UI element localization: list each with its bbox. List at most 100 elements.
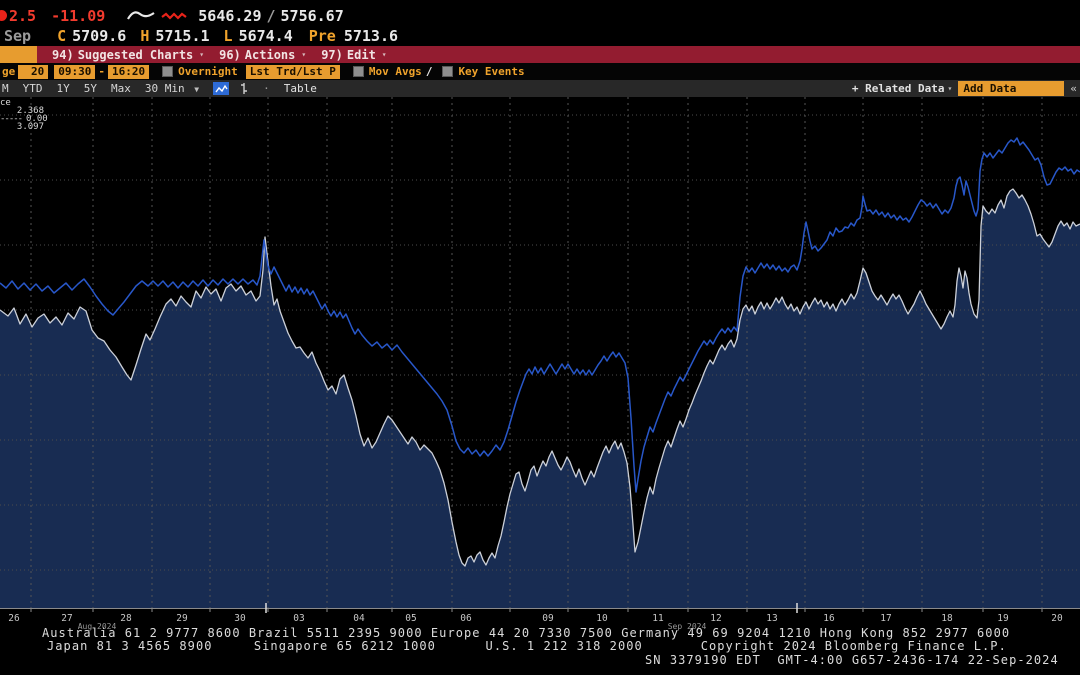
chevron-down-icon: ▾ xyxy=(301,50,307,59)
legend-row-label: ce xyxy=(0,98,44,108)
svg-text:27: 27 xyxy=(61,613,72,624)
svg-text:12: 12 xyxy=(710,613,721,624)
svg-text:19: 19 xyxy=(997,613,1009,624)
menu-edit[interactable]: 97) Edit ▾ xyxy=(321,48,386,62)
x-axis-day-labels: 26 27 28 29 30 03 04 05 06 09 10 11 12 13 16 17 18 19 20 xyxy=(8,613,1063,624)
quote-header: 2.5 -11.09 5646.29 / 5756.67 xyxy=(0,5,344,26)
overnight-checkbox[interactable] xyxy=(162,66,174,77)
period-5y[interactable]: 5Y xyxy=(83,82,97,95)
last-price-fragment: 2.5 xyxy=(9,6,37,25)
open-label: C xyxy=(57,26,67,45)
menu-key: 94) xyxy=(52,47,74,62)
trend-white-icon xyxy=(127,9,155,22)
svg-text:10: 10 xyxy=(596,613,608,624)
key-events-checkbox[interactable] xyxy=(442,66,454,77)
svg-text:28: 28 xyxy=(120,613,132,624)
period-max[interactable]: Max xyxy=(111,82,131,95)
menu-actions[interactable]: 96) Actions ▾ xyxy=(219,48,306,62)
ohlc-row: Sep C 5709.6 H 5715.1 L 5674.4 Pre 5713.… xyxy=(0,26,398,45)
range-low: 5646.29 xyxy=(198,6,262,25)
candlestick-mode-button[interactable] xyxy=(239,82,249,95)
table-button[interactable]: Table xyxy=(283,82,317,95)
contract-month: Sep xyxy=(4,26,32,45)
menu-bar: 94) Suggested Charts ▾ 96) Actions ▾ 97)… xyxy=(0,46,1080,63)
footer-phones-line1: Australia 61 2 9777 8600 Brazil 5511 239… xyxy=(42,626,1011,640)
open-value: 5709.6 xyxy=(72,26,127,45)
high-label: H xyxy=(140,26,150,45)
price-line-series xyxy=(0,188,1080,567)
menu-suggested-charts[interactable]: 94) Suggested Charts ▾ xyxy=(52,48,204,62)
svg-text:Aug 2024: Aug 2024 xyxy=(78,622,117,631)
chart-options-bar: ge 20 09:30 - 16:20 Overnight Lst Trd/Ls… xyxy=(0,63,1080,80)
prev-value: 5713.6 xyxy=(343,26,399,45)
net-change: -11.09 xyxy=(51,6,106,25)
price-area-fill xyxy=(0,189,1080,608)
period-ytd[interactable]: YTD xyxy=(22,82,43,95)
chevron-down-icon: ▾ xyxy=(199,50,205,59)
dashed-line-sample-icon: ----- xyxy=(0,115,23,123)
period-cut[interactable]: M xyxy=(2,82,9,95)
svg-text:26: 26 xyxy=(8,613,20,624)
candlestick-icon xyxy=(241,83,248,94)
x-axis xyxy=(0,603,1080,613)
svg-text:18: 18 xyxy=(941,613,953,624)
trend-red-icon xyxy=(161,10,189,21)
svg-text:09: 09 xyxy=(542,613,554,624)
overnight-label[interactable]: Overnight xyxy=(178,65,238,78)
key-events-label[interactable]: Key Events xyxy=(458,65,525,78)
svg-text:06: 06 xyxy=(460,613,472,624)
price-mode-select[interactable]: Lst Trd/Lst P xyxy=(245,64,340,79)
legend-row-2: ----- 0.00 xyxy=(0,114,48,124)
comparison-line-series xyxy=(0,137,1080,493)
range-input[interactable]: 20 xyxy=(18,64,49,79)
menu-label: Edit xyxy=(346,47,376,62)
svg-text:13: 13 xyxy=(766,613,777,624)
low-label: L xyxy=(223,26,233,45)
prev-label: Pre xyxy=(308,26,336,45)
range-separator: / xyxy=(266,6,276,25)
legend-row-3: 3.097 xyxy=(0,122,44,132)
line-style-icon: ∕ xyxy=(425,65,433,78)
legend-label-cut: ce xyxy=(0,98,11,108)
high-value: 5715.1 xyxy=(155,26,210,45)
time-to-input[interactable]: 16:20 xyxy=(108,64,150,79)
footer-phones-line2: Japan 81 3 4565 8900 Singapore 65 6212 1… xyxy=(47,639,1007,653)
svg-text:03: 03 xyxy=(293,613,304,624)
period-1y[interactable]: 1Y xyxy=(56,82,70,95)
menu-label: Actions xyxy=(244,47,296,62)
chevron-down-icon: ▾ xyxy=(947,84,953,93)
add-data-button[interactable]: Add Data xyxy=(958,81,1065,96)
chevron-down-icon: ▼ xyxy=(194,85,200,94)
line-chart-icon xyxy=(215,84,228,92)
interval-value: 30 Min xyxy=(144,82,185,95)
cutoff-amber-tab[interactable] xyxy=(0,46,37,63)
legend-value-2: 0.00 xyxy=(26,114,48,124)
time-from-input[interactable]: 09:30 xyxy=(54,64,96,79)
svg-text:20: 20 xyxy=(1051,613,1063,624)
line-chart-mode-button[interactable] xyxy=(213,82,230,95)
svg-text:16: 16 xyxy=(823,613,835,624)
low-value: 5674.4 xyxy=(238,26,293,45)
more-tools-dot[interactable]: · xyxy=(263,82,270,95)
legend-row-1: 2.368 xyxy=(0,106,44,116)
menu-key: 97) xyxy=(321,47,343,62)
related-data-button[interactable]: + Related Data ▾ xyxy=(852,82,953,95)
svg-text:30: 30 xyxy=(234,613,246,624)
alert-dot-icon xyxy=(0,10,7,21)
legend-value-3: 3.097 xyxy=(16,122,44,132)
mov-avgs-label[interactable]: Mov Avgs xyxy=(368,65,422,78)
chevron-down-icon: ▾ xyxy=(381,50,387,59)
svg-text:17: 17 xyxy=(880,613,891,624)
interval-select[interactable]: 30 Min ▼ xyxy=(145,82,199,95)
svg-text:29: 29 xyxy=(176,613,188,624)
menu-key: 96) xyxy=(219,47,241,62)
chart-toolbar: M YTD 1Y 5Y Max 30 Min ▼ · Table + Relat… xyxy=(0,80,1080,97)
mov-avgs-checkbox[interactable] xyxy=(352,66,364,77)
related-data-label: + Related Data xyxy=(851,82,945,95)
legend-value-1: 2.368 xyxy=(16,106,44,116)
collapse-panel-icon[interactable]: « xyxy=(1070,82,1077,95)
gridlines xyxy=(0,97,1080,608)
time-separator: - xyxy=(98,65,105,78)
